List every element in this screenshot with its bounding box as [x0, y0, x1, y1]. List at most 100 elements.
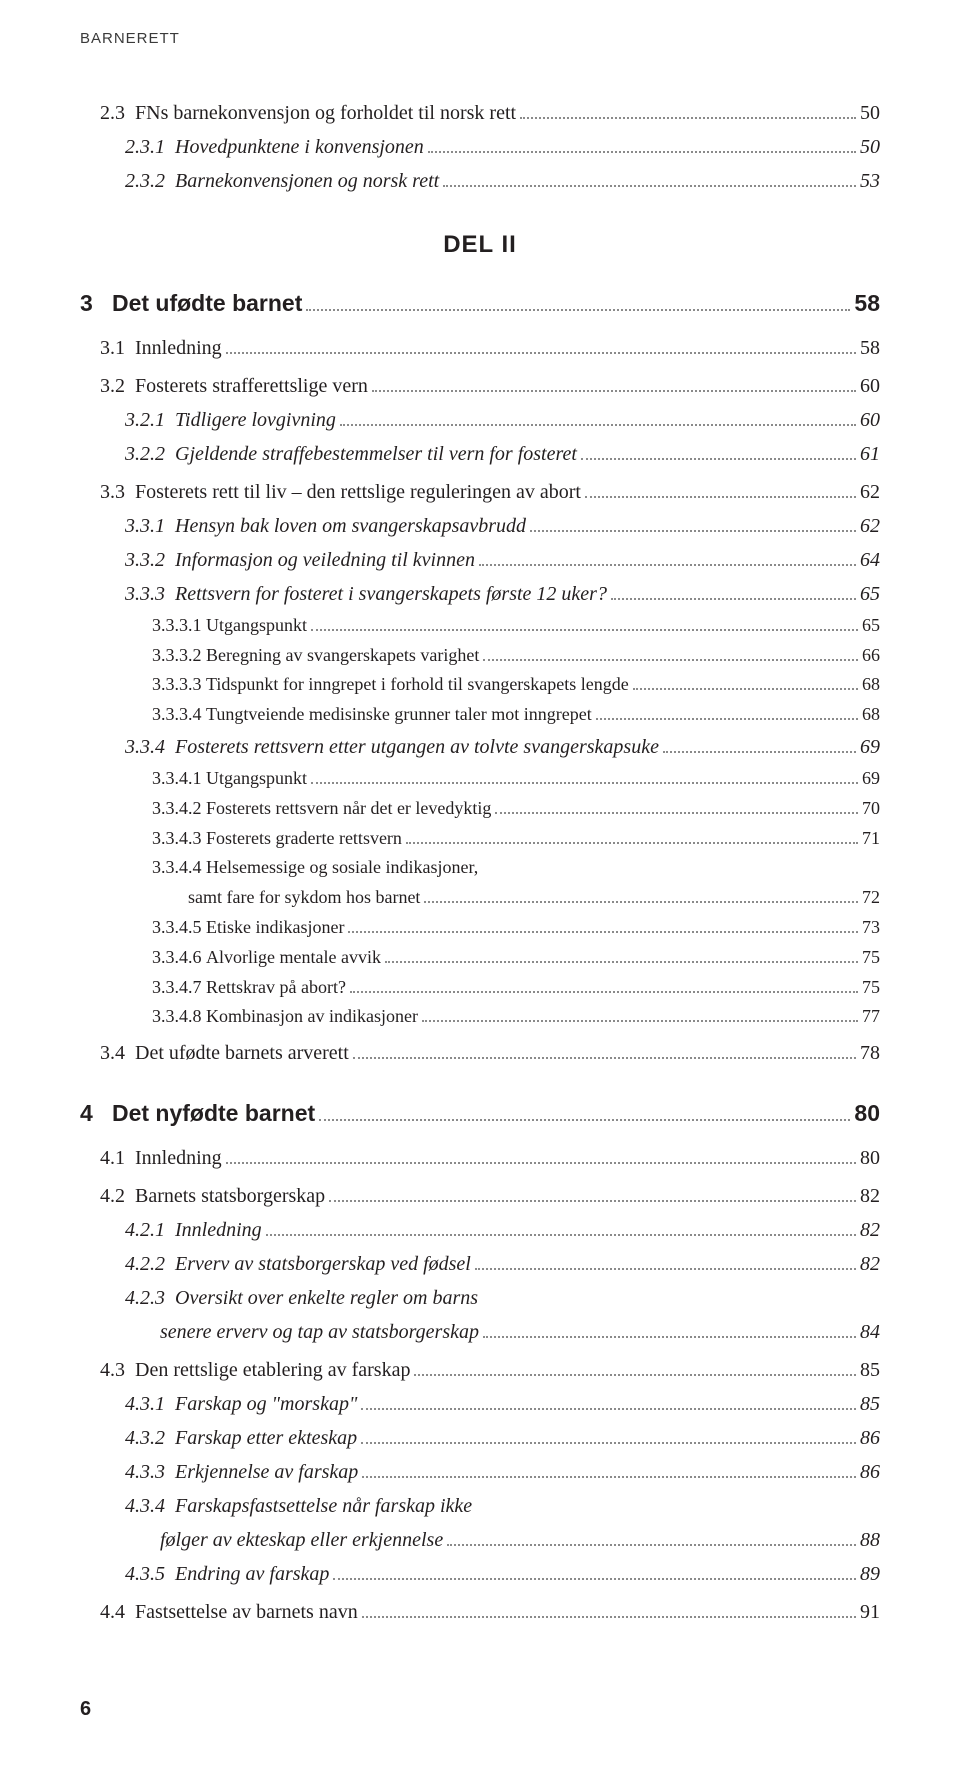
- toc-entry: 4.3.1 Farskap og "morskap"85: [80, 1388, 880, 1420]
- part-heading: DEL II: [80, 231, 880, 259]
- toc-entry: 3.3.3 Rettsvern for fosteret i svangersk…: [80, 578, 880, 610]
- toc-entry-number: 3.4: [80, 1037, 135, 1069]
- toc-entry-title: Informasjon og veiledning til kvinnen: [175, 544, 475, 576]
- toc-entry: 4.3.2 Farskap etter ekteskap86: [80, 1422, 880, 1454]
- toc-entry-number: 2.3: [80, 97, 135, 129]
- toc-entry-page: 71: [862, 824, 880, 853]
- toc-leader: [226, 1151, 856, 1164]
- toc-entry-title: senere erverv og tap av statsborgerskap: [160, 1316, 479, 1348]
- toc-entry: 3.3.3.3 Tidspunkt for inngrepet i forhol…: [80, 670, 880, 699]
- toc-entry-page: 80: [860, 1142, 880, 1174]
- toc-entry-page: 62: [860, 510, 880, 542]
- toc-entry-title: Den rettslige etablering av farskap: [135, 1354, 410, 1386]
- toc-entry: 3.3.1 Hensyn bak loven om svangerskapsav…: [80, 510, 880, 542]
- toc-entry-title: FNs barnekonvensjon og forholdet til nor…: [135, 97, 516, 129]
- toc-entry: 4.3.3 Erkjennelse av farskap86: [80, 1456, 880, 1488]
- toc-entry-title: Kombinasjon av indikasjoner: [206, 1002, 418, 1031]
- toc-leader: [333, 1567, 856, 1580]
- toc-entry-page: 53: [860, 165, 880, 197]
- toc-leader: [581, 447, 856, 460]
- toc-leader: [520, 106, 856, 119]
- toc-entry: 3.1 Innledning58: [80, 332, 880, 364]
- toc-entry: 3.3.4.5 Etiske indikasjoner73: [80, 913, 880, 942]
- toc-entry-title: følger av ekteskap eller erkjennelse: [160, 1524, 443, 1556]
- toc-leader: [483, 1325, 856, 1338]
- toc-leader: [311, 618, 858, 631]
- toc-entry-title: Erverv av statsborgerskap ved fødsel: [175, 1248, 471, 1280]
- toc-entry: 3.2 Fosterets strafferettslige vern60: [80, 370, 880, 402]
- toc-entry-title: Etiske indikasjoner: [206, 913, 344, 942]
- toc-entry-page: 85: [860, 1354, 880, 1386]
- toc-entry-number: 3.3.3.2: [80, 641, 206, 670]
- toc-entry-number: 3.3.3.1: [80, 611, 206, 640]
- toc-entry-title: Farskap etter ekteskap: [175, 1422, 357, 1454]
- toc-leader: [633, 677, 858, 690]
- toc-entry-title: Tidligere lovgivning: [175, 404, 336, 436]
- toc-entry-page: 69: [860, 731, 880, 763]
- toc-entry-number: 3.3.2: [80, 544, 175, 576]
- toc-entry-number: 3.3.1: [80, 510, 175, 542]
- toc-entry-number: 4.2.1: [80, 1214, 175, 1246]
- toc-entry: 4.2.2 Erverv av statsborgerskap ved føds…: [80, 1248, 880, 1280]
- toc-entry-number: 4.3.2: [80, 1422, 175, 1454]
- toc-entry-page: 65: [860, 578, 880, 610]
- toc-entry: 2.3.1 Hovedpunktene i konvensjonen50: [80, 131, 880, 163]
- toc-entry-title: Hovedpunktene i konvensjonen: [175, 131, 424, 163]
- toc-entry: 4.3.5 Endring av farskap89: [80, 1558, 880, 1590]
- toc-leader: [406, 830, 858, 843]
- toc-entry-number: 3.3.4.1: [80, 764, 206, 793]
- toc-entry-number: 3.2.1: [80, 404, 175, 436]
- toc-entry-page: 58: [854, 285, 880, 322]
- toc-entry-title: Utgangspunkt: [206, 764, 307, 793]
- toc-entry-page: 85: [860, 1388, 880, 1420]
- toc-entry-title: Rettsvern for fosteret i svangerskapets …: [175, 578, 607, 610]
- toc-leader: [424, 890, 858, 903]
- toc-leader: [348, 920, 858, 933]
- toc-entry-number: 4.1: [80, 1142, 135, 1174]
- toc-leader: [362, 1605, 856, 1618]
- toc-entry-page: 82: [860, 1180, 880, 1212]
- toc-entry-title: Rettskrav på abort?: [206, 973, 346, 1002]
- toc-entry-page: 75: [862, 943, 880, 972]
- toc-entry-title: Tidspunkt for inngrepet i forhold til sv…: [206, 670, 629, 699]
- toc-leader: [350, 979, 858, 992]
- toc-entry-title: Fosterets strafferettslige vern: [135, 370, 368, 402]
- toc-entry-title: Det nyfødte barnet: [112, 1095, 315, 1132]
- toc-entry-page: 62: [860, 476, 880, 508]
- toc-entry: 4.2 Barnets statsborgerskap82: [80, 1180, 880, 1212]
- toc-entry-page: 89: [860, 1558, 880, 1590]
- toc-entry-title: Gjeldende straffebestemmelser til vern f…: [175, 438, 577, 470]
- page-number: 6: [80, 1698, 880, 1721]
- toc-leader: [372, 379, 856, 392]
- toc-leader: [306, 298, 850, 311]
- toc-entry-page: 58: [860, 332, 880, 364]
- toc-leader: [663, 740, 856, 753]
- toc-leader: [319, 1108, 850, 1121]
- toc-entry-title: Beregning av svangerskapets varighet: [206, 641, 479, 670]
- toc-entry-page: 73: [862, 913, 880, 942]
- toc-entry-page: 91: [860, 1596, 880, 1628]
- toc-entry-title: Tungtveiende medisinske grunner taler mo…: [206, 700, 592, 729]
- toc-entry-page: 72: [862, 883, 880, 912]
- toc-entry-page: 84: [860, 1316, 880, 1348]
- toc-leader: [422, 1009, 858, 1022]
- toc-entry-page: 75: [862, 973, 880, 1002]
- toc-entry: 3.3.4.7 Rettskrav på abort?75: [80, 973, 880, 1002]
- toc-entry-page: 60: [860, 370, 880, 402]
- toc-entry: 4.1 Innledning80: [80, 1142, 880, 1174]
- toc-entry-number: 3.2.2: [80, 438, 175, 470]
- toc-entry-title: Innledning: [135, 332, 222, 364]
- toc-entry-title: Oversikt over enkelte regler om barns: [175, 1282, 478, 1314]
- toc-entry: 3.4 Det ufødte barnets arverett78: [80, 1037, 880, 1069]
- toc-leader: [340, 413, 856, 426]
- toc-entry-page: 60: [860, 404, 880, 436]
- toc-entry-title: Helsemessige og sosiale indikasjoner,: [206, 853, 478, 882]
- toc-entry-page: 65: [862, 611, 880, 640]
- toc-entry-page: 69: [862, 764, 880, 793]
- toc-entry-number: [80, 883, 188, 912]
- toc-entry-page: 80: [854, 1095, 880, 1132]
- toc-entry-title: Fosterets rettsvern etter utgangen av to…: [175, 731, 659, 763]
- toc-entry-continuation: samt fare for sykdom hos barnet72: [80, 883, 880, 912]
- toc-entry-number: 3.3: [80, 476, 135, 508]
- toc-entry-number: 4.3: [80, 1354, 135, 1386]
